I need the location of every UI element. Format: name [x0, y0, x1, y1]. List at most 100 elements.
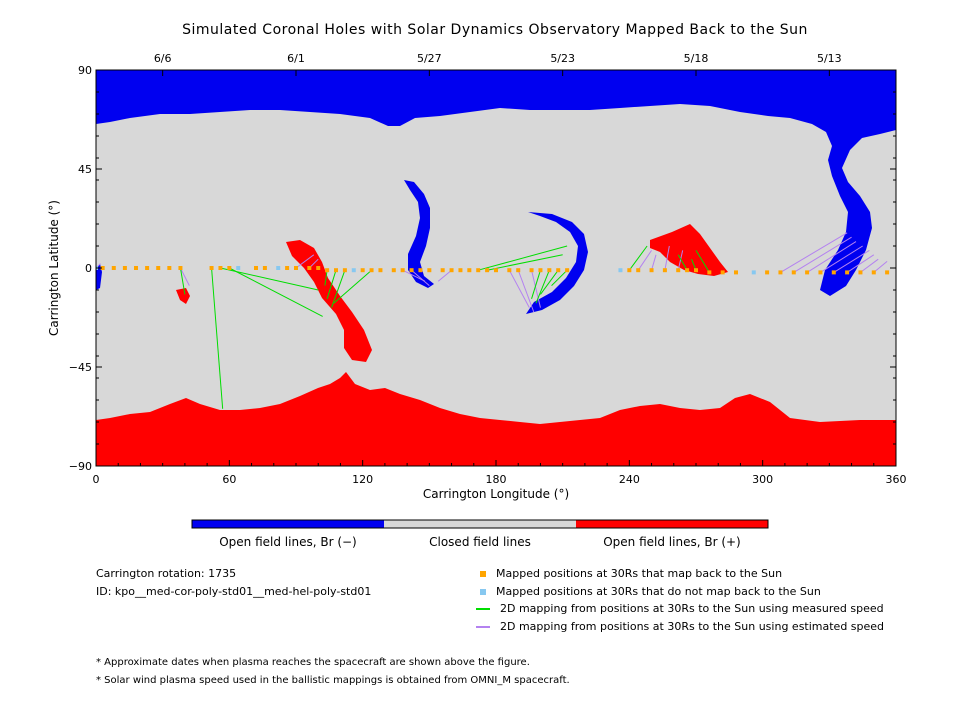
mapped-point	[418, 268, 423, 273]
colorbar-label-positive: Open field lines, Br (+)	[603, 535, 741, 549]
mapped-point	[494, 268, 498, 273]
measured-mapping-line	[331, 270, 346, 308]
negative-hole-crescent-205	[526, 212, 588, 314]
mapped-point	[556, 268, 561, 273]
top-date-label: 6/1	[287, 52, 305, 65]
estimated-mapping-line	[179, 267, 190, 286]
y-axis-label: Carrington Latitude (°)	[47, 200, 61, 336]
mapped-point	[467, 268, 472, 273]
y-tick-label: −45	[69, 361, 92, 374]
mapped-point	[325, 268, 330, 273]
estimated-mapping-line	[531, 270, 541, 308]
y-tick-label: −90	[69, 460, 92, 473]
footnote-speed-source: * Solar wind plasma speed used in the ba…	[96, 675, 570, 686]
x-axis: 0 60 120 180 240 300 360	[93, 460, 907, 486]
top-date-label: 5/13	[817, 52, 842, 65]
measured-mapping-line	[324, 270, 328, 286]
top-date-label: 5/18	[684, 52, 709, 65]
mapped-point	[342, 268, 347, 273]
mapped-point	[167, 266, 172, 270]
unmapped-point	[236, 266, 241, 270]
measured-speed-mapping-lines	[179, 245, 710, 409]
measured-mapping-line	[695, 250, 710, 273]
estimated-mapping-line	[677, 250, 684, 271]
mapped-point	[409, 268, 414, 273]
mapped-point	[694, 268, 698, 273]
y-tick-label: 0	[85, 262, 92, 275]
estimated-mapping-line	[860, 258, 879, 273]
measured-mapping-line	[487, 254, 563, 271]
measured-mapping-line	[211, 267, 224, 409]
south-polar-coronal-hole	[96, 372, 896, 466]
mapped-point	[262, 266, 267, 270]
mapped-point	[565, 268, 570, 273]
estimated-mapping-line	[820, 245, 863, 273]
top-date-axis: 6/6 6/1 5/27 5/23 5/18 5/13	[154, 52, 842, 76]
colorbar-frame	[191, 519, 769, 529]
mapped-point	[378, 268, 383, 273]
legend-item-measured: 2D mapping from positions at 30Rs to the…	[476, 602, 884, 615]
x-tick-label: 360	[886, 473, 907, 486]
mapped-point	[734, 270, 738, 275]
measured-mapping-line	[677, 254, 688, 271]
estimated-mapping-line	[833, 249, 870, 273]
top-date-label: 5/23	[550, 52, 575, 65]
mapped-points	[100, 266, 890, 275]
mapped-point	[676, 268, 681, 273]
legend-swatch-line-green	[476, 608, 490, 610]
estimated-mapping-line	[517, 270, 535, 313]
mapped-point	[871, 270, 876, 275]
unmapped-point	[618, 268, 623, 273]
mapped-point	[649, 268, 654, 273]
estimated-mapping-line	[295, 254, 315, 269]
measured-mapping-line	[478, 245, 568, 271]
mapped-point	[227, 266, 232, 270]
mapped-point	[145, 266, 150, 270]
plot-area	[96, 70, 896, 466]
mapped-point	[778, 270, 783, 275]
estimated-mapping-line	[793, 236, 852, 273]
mapped-point	[209, 266, 214, 270]
mapped-point	[294, 266, 298, 270]
x-tick-label: 120	[352, 473, 373, 486]
x-tick-label: 300	[752, 473, 773, 486]
mapped-point	[122, 266, 127, 270]
mapped-point	[538, 268, 543, 273]
mapped-point	[845, 270, 850, 275]
colorbar-label-negative: Open field lines, Br (−)	[219, 535, 357, 549]
legend-label: Mapped positions at 30Rs that do not map…	[496, 585, 821, 598]
estimated-mapping-line	[637, 250, 652, 271]
mapped-point	[360, 268, 365, 273]
legend-label: Mapped positions at 30Rs that map back t…	[496, 567, 783, 580]
mapped-point	[334, 268, 338, 273]
measured-mapping-line	[326, 270, 337, 299]
negative-hole-left-edge	[96, 264, 102, 290]
unmapped-point	[351, 268, 356, 273]
positive-hole-100	[286, 240, 372, 362]
legend-label: 2D mapping from positions at 30Rs to the…	[500, 602, 884, 615]
estimated-mapping-line	[806, 241, 857, 273]
colorbar-segment-positive	[576, 520, 768, 528]
legend-item-estimated: 2D mapping from positions at 30Rs to the…	[476, 620, 884, 633]
x-axis-label: Carrington Longitude (°)	[423, 487, 569, 501]
mapped-point	[707, 270, 712, 275]
estimated-mapping-line	[846, 254, 875, 273]
colorbar-segment-closed	[384, 520, 576, 528]
mapped-point	[516, 268, 521, 273]
mapped-point	[791, 270, 796, 275]
mapped-point	[485, 268, 490, 273]
measured-mapping-line	[229, 267, 323, 317]
measured-mapping-line	[179, 267, 186, 295]
north-polar-coronal-hole	[96, 70, 896, 296]
mapped-point	[831, 270, 836, 275]
x-tick-label: 180	[486, 473, 507, 486]
estimated-mapping-line	[780, 232, 848, 273]
positive-hole-260	[650, 224, 728, 276]
carrington-rotation-info: Carrington rotation: 1735	[96, 567, 237, 580]
mapped-point	[391, 268, 396, 273]
measured-mapping-line	[540, 269, 559, 295]
mapped-point	[100, 266, 105, 270]
colorbar-label-closed: Closed field lines	[429, 535, 531, 549]
estimated-mapping-line	[508, 269, 530, 308]
